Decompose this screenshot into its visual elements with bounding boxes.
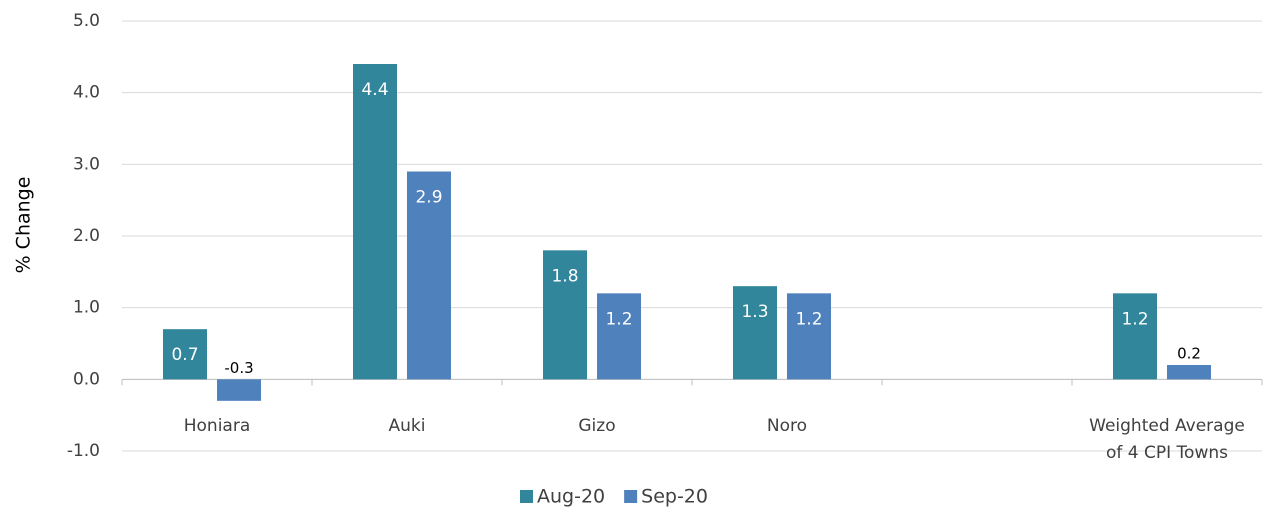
data-label: 1.8 [551, 266, 578, 286]
y-tick-label: 1.0 [73, 298, 100, 318]
bar [1113, 293, 1157, 380]
data-label: 4.4 [361, 80, 388, 100]
bar [217, 379, 261, 401]
bar [1167, 365, 1211, 380]
legend-swatch [520, 490, 533, 503]
x-tick-label: Gizo [578, 416, 615, 436]
bar [787, 293, 831, 380]
data-label: 1.2 [795, 309, 822, 329]
x-tick-label-line: of 4 CPI Towns [1106, 443, 1228, 463]
x-tick-label: Auki [389, 416, 426, 436]
data-label: 1.2 [605, 309, 632, 329]
y-tick-label: 0.0 [73, 369, 100, 389]
legend-swatch [624, 490, 638, 503]
x-tick-label: Honiara [184, 416, 251, 436]
y-tick-label: 2.0 [73, 226, 100, 246]
y-tick-label: -1.0 [67, 441, 100, 461]
data-label: 1.3 [741, 302, 768, 322]
data-label: 0.2 [1177, 345, 1201, 363]
x-tick-label: Noro [767, 416, 807, 436]
bar [163, 329, 207, 380]
y-tick-label: 3.0 [73, 154, 100, 174]
y-axis-label: % Change [13, 177, 35, 274]
x-tick-label-line: Weighted Average [1089, 416, 1245, 436]
y-tick-label: 5.0 [73, 11, 100, 31]
y-tick-label: 4.0 [73, 83, 100, 103]
data-label: 1.2 [1121, 309, 1148, 329]
data-label: -0.3 [224, 359, 253, 377]
bar [353, 64, 397, 380]
data-label: 0.7 [171, 345, 198, 365]
bar [407, 171, 451, 380]
bar [597, 293, 641, 380]
x-tick-label: Weighted Average of 4 CPI Towns [1089, 416, 1245, 463]
bar [733, 286, 777, 380]
bar [543, 250, 587, 380]
legend-label: Sep-20 [641, 486, 708, 508]
legend-label: Aug-20 [537, 486, 605, 508]
data-label: 2.9 [415, 188, 442, 208]
